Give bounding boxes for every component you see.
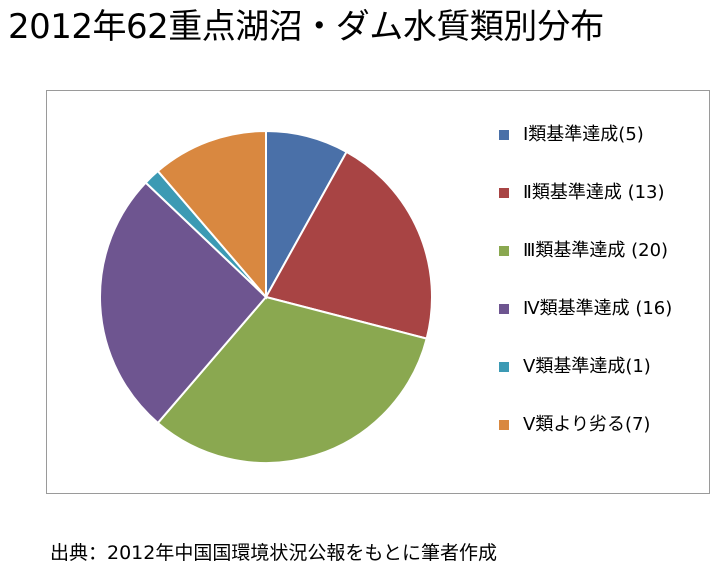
pie-chart [99, 129, 433, 464]
legend-item-class-4: Ⅳ類基準達成 (16) [499, 295, 704, 353]
chart-area: Ⅰ類基準達成(5) Ⅱ類基準達成 (13) Ⅲ類基準達成 (20) Ⅳ類基準達成… [46, 90, 710, 494]
pie-slice-below-class-5 [156, 129, 267, 300]
pie-slice-class-4 [99, 181, 268, 425]
legend-label-class-1: Ⅰ類基準達成(5) [523, 124, 644, 145]
pie-slice-class-3 [156, 295, 428, 464]
pie-slice-class-2 [264, 150, 433, 340]
legend-label-class-3: Ⅲ類基準達成 (20) [523, 240, 669, 261]
legend-swatch-class-4 [499, 304, 509, 314]
legend-swatch-class-3 [499, 246, 509, 256]
legend-item-class-5: Ⅴ類基準達成(1) [499, 353, 704, 411]
legend-swatch-class-5 [499, 362, 509, 372]
page-title: 2012年62重点湖沼・ダム水質類別分布 [8, 7, 604, 47]
legend-item-below-class-5: Ⅴ類より劣る(7) [499, 411, 704, 469]
legend-item-class-3: Ⅲ類基準達成 (20) [499, 237, 704, 295]
legend-label-class-5: Ⅴ類基準達成(1) [523, 356, 651, 377]
legend-label-class-2: Ⅱ類基準達成 (13) [523, 182, 665, 203]
legend-label-below-class-5: Ⅴ類より劣る(7) [523, 414, 651, 435]
legend-swatch-below-class-5 [499, 420, 509, 430]
legend-item-class-1: Ⅰ類基準達成(5) [499, 121, 704, 179]
legend-swatch-class-1 [499, 130, 509, 140]
legend-swatch-class-2 [499, 188, 509, 198]
legend-item-class-2: Ⅱ類基準達成 (13) [499, 179, 704, 237]
legend-label-class-4: Ⅳ類基準達成 (16) [523, 298, 673, 319]
source-note: 出典：2012年中国国環境状況公報をもとに筆者作成 [50, 542, 497, 564]
legend: Ⅰ類基準達成(5) Ⅱ類基準達成 (13) Ⅲ類基準達成 (20) Ⅳ類基準達成… [499, 121, 704, 469]
